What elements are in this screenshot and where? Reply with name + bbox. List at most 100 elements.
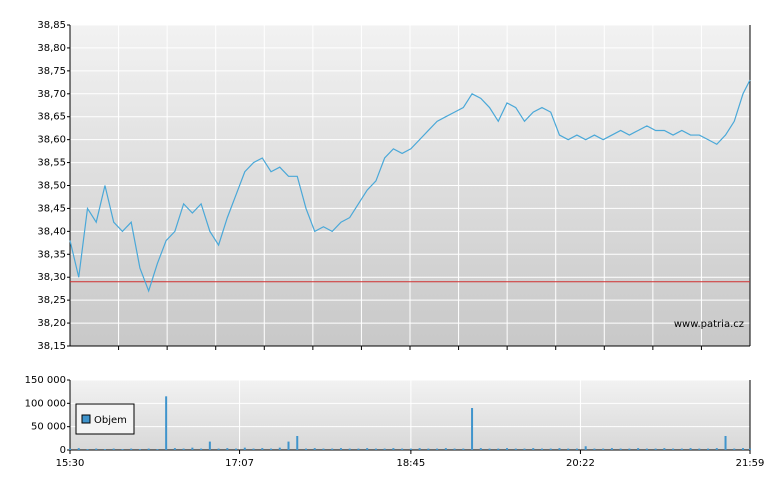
volume-bar: [645, 448, 648, 450]
volume-bar: [200, 448, 203, 450]
volume-bar: [173, 448, 176, 450]
y-tick-label: 38,70: [37, 89, 66, 100]
volume-bar: [217, 448, 220, 450]
y-tick-label: 38,15: [37, 341, 66, 352]
volume-bar: [208, 441, 211, 450]
volume-bar: [331, 448, 334, 450]
volume-bar: [584, 446, 587, 450]
y-tick-label: 38,85: [37, 20, 66, 31]
volume-bar: [130, 448, 133, 450]
volume-bar: [749, 448, 751, 450]
y-tick-label: 38,80: [37, 43, 66, 54]
volume-bar: [514, 448, 517, 450]
volume-bar: [733, 448, 736, 450]
volume-bar: [532, 448, 535, 450]
volume-bar: [112, 448, 115, 450]
volume-bar: [654, 448, 657, 450]
volume-bar: [235, 448, 238, 450]
legend-label: Objem: [94, 415, 127, 426]
volume-bar: [567, 448, 570, 450]
volume-bar: [103, 449, 106, 450]
volume-bar: [156, 449, 159, 450]
y-tick-label: 38,35: [37, 249, 66, 260]
volume-bar: [383, 448, 386, 450]
volume-bar: [488, 448, 491, 450]
volume-bar: [698, 448, 701, 450]
y-tick-label: 38,65: [37, 112, 66, 123]
volume-bar: [610, 448, 613, 450]
y-tick-label: 38,45: [37, 203, 66, 214]
volume-bar: [86, 449, 89, 450]
watermark: www.patria.cz: [674, 319, 744, 330]
volume-bar: [304, 448, 307, 450]
volume-bar: [724, 436, 727, 450]
volume-bar: [278, 447, 281, 450]
volume-bar: [602, 448, 605, 450]
volume-bar: [471, 408, 474, 450]
volume-bar: [479, 448, 482, 450]
volume-bar: [243, 447, 246, 450]
volume-bar: [742, 448, 745, 450]
x-tick-label: 21:59: [736, 458, 765, 469]
volume-bar: [226, 448, 229, 450]
volume-bar: [689, 448, 692, 450]
volume-bar: [418, 448, 421, 450]
volume-bar: [593, 448, 596, 450]
volume-bar: [322, 448, 325, 450]
volume-bar: [339, 448, 342, 450]
y-tick-label: 50 000: [31, 422, 66, 433]
volume-bar: [182, 448, 185, 450]
volume-bar: [540, 448, 543, 450]
volume-bar: [374, 448, 377, 450]
volume-bar: [672, 448, 675, 450]
volume-bar: [680, 448, 683, 450]
volume-bar: [523, 448, 526, 450]
volume-bar: [619, 448, 622, 450]
volume-bar: [401, 448, 404, 450]
volume-bar: [165, 396, 168, 450]
volume-plot-bg: [70, 380, 750, 450]
legend-swatch: [81, 414, 91, 424]
volume-bar: [287, 441, 290, 450]
y-tick-label: 38,25: [37, 295, 66, 306]
y-tick-label: 0: [60, 445, 66, 456]
volume-bar: [296, 436, 299, 450]
price-line: [69, 79, 751, 293]
x-tick-label: 15:30: [56, 458, 85, 469]
volume-bar: [707, 448, 710, 450]
volume-bar: [252, 448, 255, 450]
volume-bar: [409, 448, 412, 450]
volume-bar: [270, 448, 273, 450]
volume-bar: [628, 448, 631, 450]
volume-bar: [506, 448, 509, 450]
volume-bar: [69, 448, 71, 450]
y-tick-label: 38,30: [37, 272, 66, 283]
volume-bar: [637, 448, 640, 450]
volume-bar: [444, 448, 447, 450]
volume-bar: [348, 448, 351, 450]
y-tick-label: 150 000: [25, 375, 66, 386]
volume-bar: [549, 448, 552, 450]
volume-bar: [427, 448, 430, 450]
volume-bar: [95, 448, 98, 450]
y-tick-label: 38,40: [37, 226, 66, 237]
x-tick-label: 17:07: [225, 458, 254, 469]
volume-bar: [261, 448, 264, 450]
volume-bar: [436, 448, 439, 450]
y-tick-label: 38,60: [37, 135, 66, 146]
volume-bar: [366, 448, 369, 450]
y-tick-label: 38,50: [37, 181, 66, 192]
volume-bar: [453, 448, 456, 450]
y-tick-label: 38,20: [37, 318, 66, 329]
volume-bar: [575, 448, 578, 450]
volume-bar: [121, 449, 124, 450]
volume-bar: [558, 448, 561, 450]
volume-bar: [77, 448, 80, 450]
x-tick-label: 20:22: [566, 458, 595, 469]
volume-bar: [663, 448, 666, 450]
volume-bar: [497, 448, 500, 450]
volume-bar: [138, 449, 141, 450]
volume-bar: [147, 448, 150, 450]
x-tick-label: 18:45: [396, 458, 425, 469]
